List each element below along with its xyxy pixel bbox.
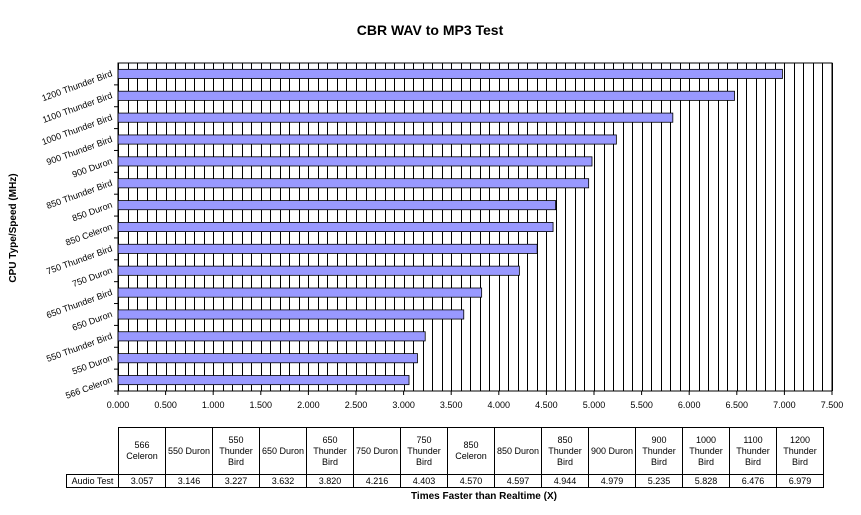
data-table-value-cell: 6.979 xyxy=(776,474,824,488)
data-table-category-header: 1200 Thunder Bird xyxy=(776,427,824,475)
x-axis-title: Times Faster than Realtime (X) xyxy=(411,491,557,502)
x-tick-label: 2.500 xyxy=(345,400,368,410)
bar xyxy=(117,287,483,298)
data-table-value-cell: 4.979 xyxy=(588,474,636,488)
data-table-series-name: Audio Test xyxy=(66,474,119,488)
x-tick-label: 6.500 xyxy=(726,400,749,410)
data-table-value-cell: 4.944 xyxy=(541,474,589,488)
bar xyxy=(117,156,593,167)
plot-frame xyxy=(117,62,833,392)
bar xyxy=(117,243,538,254)
bar xyxy=(117,265,520,276)
data-table-value-cell: 3.820 xyxy=(306,474,354,488)
bar xyxy=(117,353,418,364)
y-category-label: 900 Duron xyxy=(71,156,114,180)
data-table-value-cell: 5.235 xyxy=(635,474,683,488)
bar xyxy=(117,222,554,232)
data-table-value-cell: 5.828 xyxy=(682,474,730,488)
y-axis-title: CPU Type/Speed (MHz) xyxy=(8,173,19,282)
data-table-category-header: 850 Celeron xyxy=(447,427,495,475)
y-category-label: 566 Celeron xyxy=(64,375,114,401)
x-tick-label: 3.500 xyxy=(440,400,463,410)
data-table-category-header: 550 Duron xyxy=(165,427,213,475)
data-table-category-header: 1100 Thunder Bird xyxy=(729,427,777,475)
data-table-category-header: 566 Celeron xyxy=(118,427,166,475)
x-tick-label: 5.000 xyxy=(583,400,606,410)
data-table-value-cell: 4.403 xyxy=(400,474,448,488)
bars xyxy=(117,68,783,386)
data-table-corner xyxy=(66,427,119,475)
data-table-category-header: 750 Duron xyxy=(353,427,401,475)
x-tick-label: 4.500 xyxy=(535,400,558,410)
y-category-label: 850 Celeron xyxy=(64,221,114,247)
bar xyxy=(117,90,735,101)
chart-title: CBR WAV to MP3 Test xyxy=(357,22,504,38)
data-table-category-header: 750 Thunder Bird xyxy=(400,427,448,475)
x-tick-label: 0.000 xyxy=(107,400,130,410)
x-tick-label: 1.000 xyxy=(202,400,225,410)
y-category-label: 550 Duron xyxy=(71,353,114,377)
data-table: 566 Celeron 550 Duron 550 Thunder Bird 650 … xyxy=(66,427,824,488)
data-table-category-header: 650 Thunder Bird xyxy=(306,427,354,475)
bar xyxy=(117,68,783,79)
bar xyxy=(117,200,557,211)
bar xyxy=(117,375,410,386)
data-table-category-header: 1000 Thunder Bird xyxy=(682,427,730,475)
data-table-category-header: 550 Thunder Bird xyxy=(212,427,260,475)
data-table-value-cell: 3.146 xyxy=(165,474,213,488)
x-axis-ticks: 0.000 0.500 1.000 1.500 2.000 2.500 3.000 3.500… xyxy=(107,391,844,410)
data-table-value-cell: 3.057 xyxy=(118,474,166,488)
data-table-header-row: 566 Celeron 550 Duron 550 Thunder Bird 650 … xyxy=(66,427,824,475)
data-table-value-cell: 3.632 xyxy=(259,474,307,488)
y-category-label: 650 Duron xyxy=(71,309,114,333)
bar xyxy=(117,331,426,342)
bar xyxy=(117,178,590,189)
x-tick-label: 2.000 xyxy=(297,400,320,410)
data-table-value-cell: 4.597 xyxy=(494,474,542,488)
x-tick-label: 4.000 xyxy=(488,400,511,410)
data-table-value-cell: 4.216 xyxy=(353,474,401,488)
data-table-category-header: 850 Thunder Bird xyxy=(541,427,589,475)
x-tick-label: 1.500 xyxy=(250,400,273,410)
bar xyxy=(117,134,617,145)
y-category-label: 850 Duron xyxy=(71,200,114,224)
data-table-category-header: 850 Duron xyxy=(494,427,542,475)
data-table-value-cell: 4.570 xyxy=(447,474,495,488)
data-table-category-header: 900 Thunder Bird xyxy=(635,427,683,475)
data-table-value-row: Audio Test 3.057 3.146 3.227 3.632 3.820 4.21… xyxy=(66,474,824,488)
y-category-label: 750 Duron xyxy=(71,265,114,289)
x-tick-label: 7.000 xyxy=(773,400,796,410)
x-tick-label: 3.000 xyxy=(392,400,415,410)
data-table-value-cell: 6.476 xyxy=(729,474,777,488)
x-tick-label: 5.500 xyxy=(630,400,653,410)
bar xyxy=(117,309,465,320)
data-table-value-cell: 3.227 xyxy=(212,474,260,488)
x-tick-label: 6.000 xyxy=(678,400,701,410)
data-table-category-header: 650 Duron xyxy=(259,427,307,475)
bar xyxy=(117,112,674,123)
x-tick-label: 7.500 xyxy=(821,400,844,410)
data-table-category-header: 900 Duron xyxy=(588,427,636,475)
x-tick-label: 0.500 xyxy=(154,400,177,410)
